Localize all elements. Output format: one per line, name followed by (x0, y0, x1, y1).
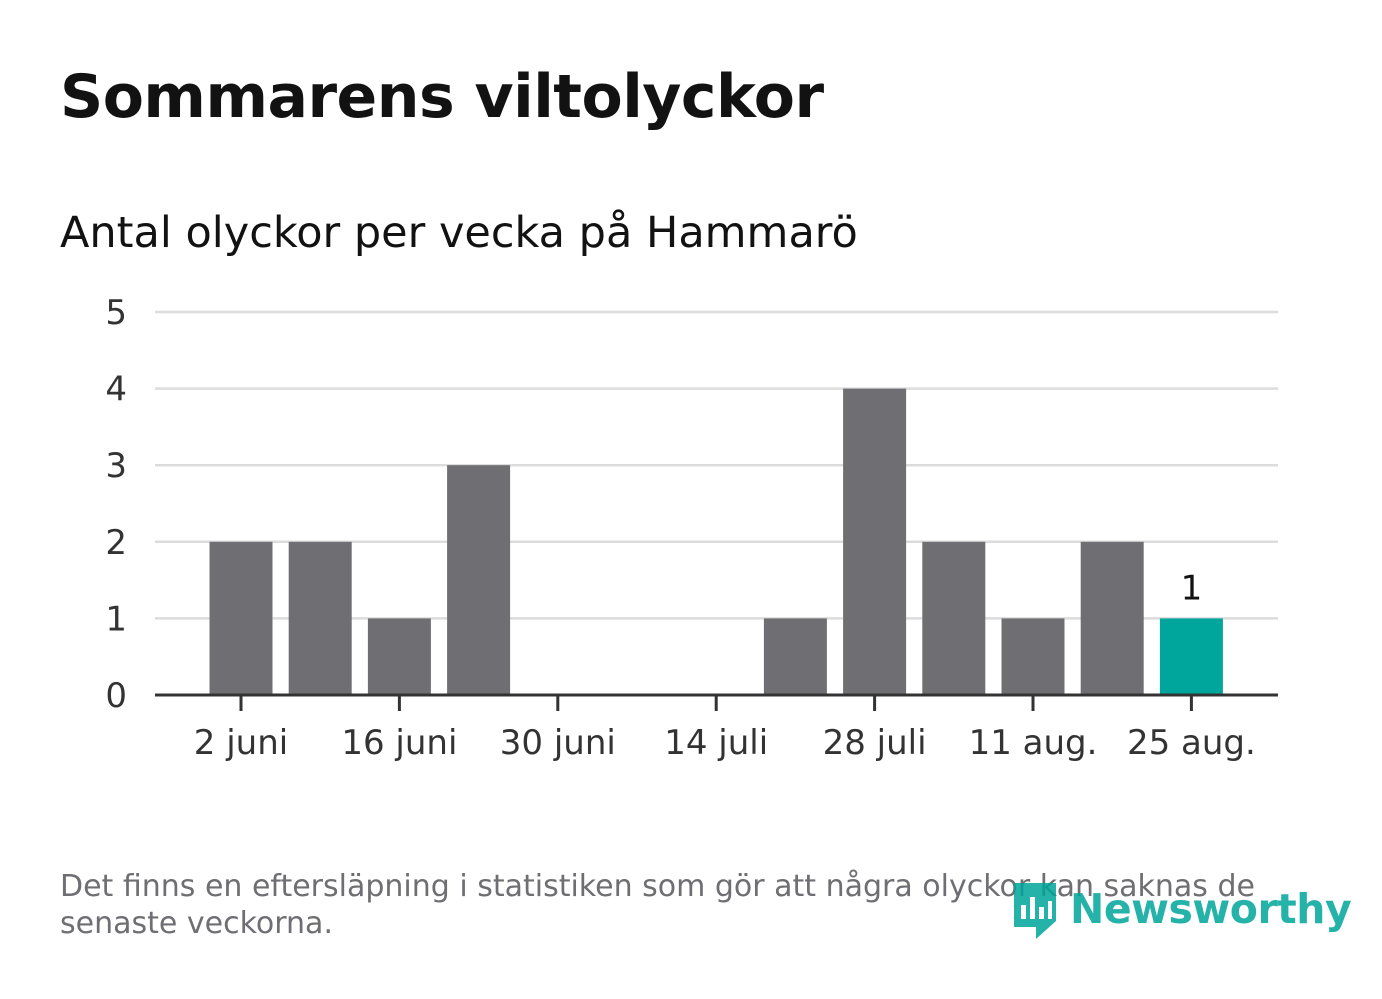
bar (288, 541, 352, 695)
chart-subtitle: Antal olyckor per vecka på Hammarö (60, 208, 858, 258)
x-tick-label: 28 juli (823, 723, 927, 763)
y-tick-label: 1 (105, 599, 127, 639)
x-tick-label: 16 juni (341, 723, 457, 763)
x-tick-label: 2 juni (194, 723, 288, 763)
y-tick-label: 3 (105, 446, 127, 486)
x-tick-label: 11 aug. (969, 723, 1098, 763)
bar-chart: 0 1 2 3 4 5 1 2 juni 16 juni 30 juni 14 juli 28 jul… (105, 293, 1278, 763)
bar-highlight (1159, 618, 1223, 695)
x-tick-label: 30 juni (500, 723, 616, 763)
y-tick-label: 2 (105, 523, 127, 563)
bar (922, 541, 986, 695)
chart-title: Sommarens viltolyckor (60, 62, 824, 132)
x-tick-label: 14 juli (664, 723, 768, 763)
bar (209, 541, 273, 695)
newsworthy-logo-icon (1014, 883, 1056, 939)
newsworthy-logo[interactable]: Newsworthy (1010, 876, 1352, 942)
data-label: 1 (1181, 568, 1203, 608)
bar (367, 618, 431, 695)
newsworthy-logo-text: Newsworthy (1070, 885, 1352, 933)
x-tick-label: 25 aug. (1127, 723, 1256, 763)
bar (447, 465, 511, 695)
bar (1001, 618, 1065, 695)
y-tick-label: 5 (105, 293, 127, 333)
bar (1080, 541, 1144, 695)
y-tick-label: 0 (105, 676, 127, 716)
y-tick-label: 4 (105, 370, 127, 410)
bar (763, 618, 827, 695)
bar (843, 388, 907, 695)
